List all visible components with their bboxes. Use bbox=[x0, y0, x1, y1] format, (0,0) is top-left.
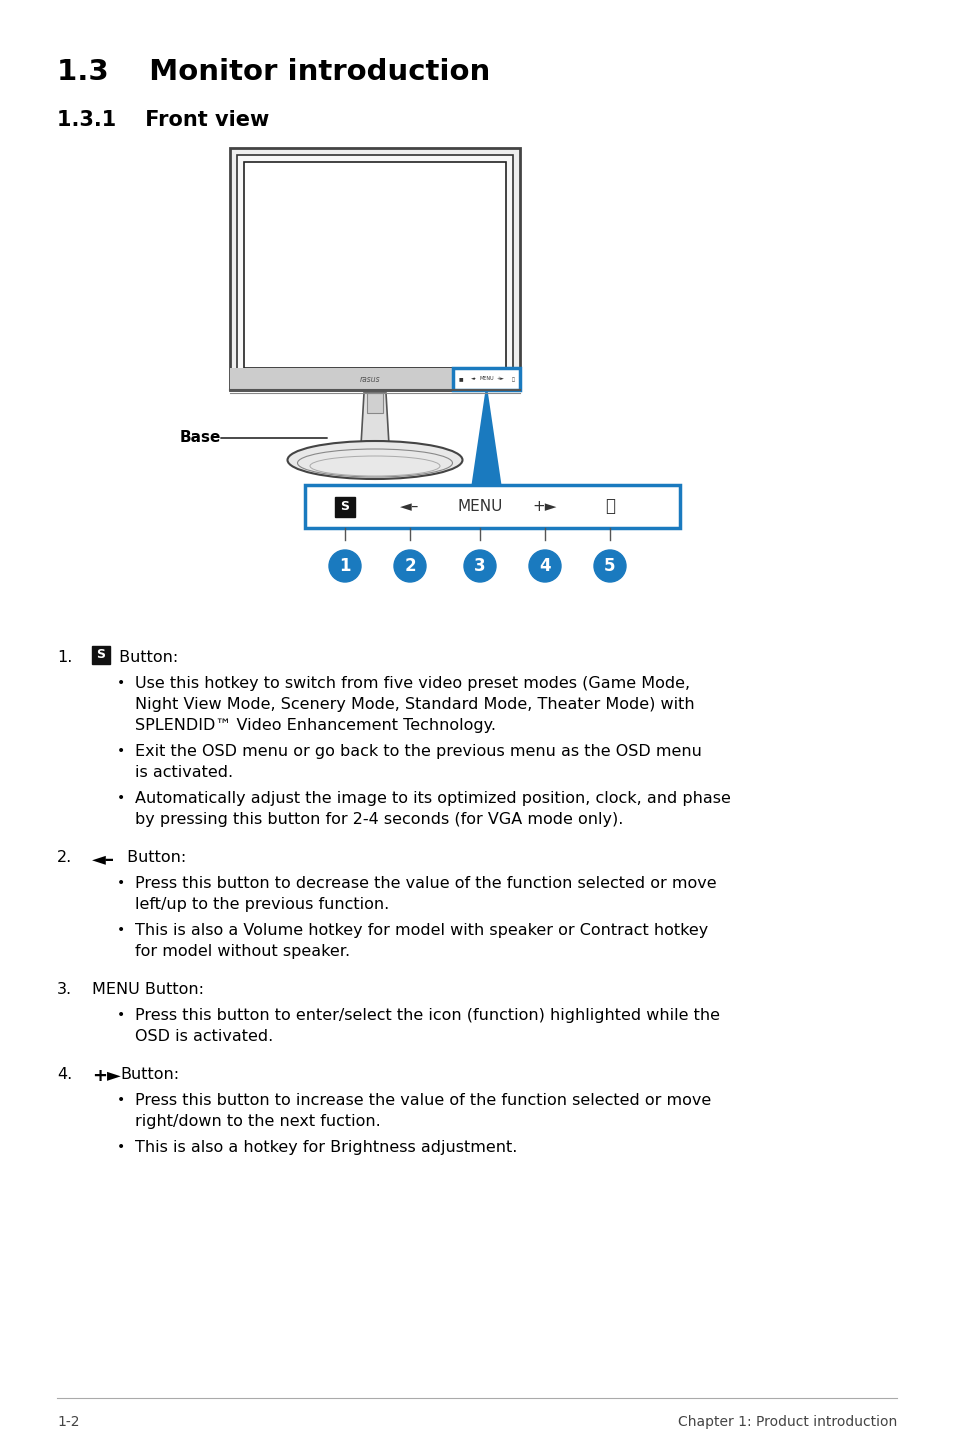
Text: rasus: rasus bbox=[359, 374, 380, 384]
Text: Automatically adjust the image to its optimized position, clock, and phase: Automatically adjust the image to its op… bbox=[135, 791, 730, 807]
Text: +►: +► bbox=[532, 499, 557, 513]
Text: 1: 1 bbox=[339, 557, 351, 575]
Text: 4: 4 bbox=[538, 557, 550, 575]
Text: Press this button to decrease the value of the function selected or move: Press this button to decrease the value … bbox=[135, 876, 716, 892]
Bar bbox=[230, 148, 519, 390]
Text: Press this button to increase the value of the function selected or move: Press this button to increase the value … bbox=[135, 1093, 711, 1109]
Bar bbox=[453, 368, 519, 390]
Circle shape bbox=[529, 549, 560, 582]
Polygon shape bbox=[471, 390, 501, 485]
Text: ◄–: ◄– bbox=[471, 377, 476, 381]
Circle shape bbox=[329, 549, 360, 582]
Text: is activated.: is activated. bbox=[135, 765, 233, 779]
Text: This is also a Volume hotkey for model with speaker or Contract hotkey: This is also a Volume hotkey for model w… bbox=[135, 923, 707, 938]
Circle shape bbox=[594, 549, 625, 582]
Text: •: • bbox=[117, 1140, 125, 1155]
Text: S: S bbox=[96, 649, 106, 661]
Text: 1.: 1. bbox=[57, 650, 72, 664]
Text: •: • bbox=[117, 743, 125, 758]
Text: Press this button to enter/select the icon (function) highlighted while the: Press this button to enter/select the ic… bbox=[135, 1008, 720, 1022]
Ellipse shape bbox=[287, 441, 462, 479]
Text: Button:: Button: bbox=[122, 850, 186, 866]
Bar bbox=[236, 155, 513, 383]
Text: ◄–: ◄– bbox=[400, 499, 419, 513]
Text: ⏻: ⏻ bbox=[511, 377, 514, 381]
Text: ⏻: ⏻ bbox=[604, 498, 615, 515]
Bar bbox=[335, 496, 355, 516]
Text: 2: 2 bbox=[404, 557, 416, 575]
Text: 4.: 4. bbox=[57, 1067, 72, 1081]
Text: Base: Base bbox=[180, 430, 221, 446]
Text: •: • bbox=[117, 876, 125, 890]
Bar bbox=[305, 485, 679, 528]
Text: •: • bbox=[117, 923, 125, 938]
Text: ◄–: ◄– bbox=[91, 850, 115, 869]
Text: SPLENDID™ Video Enhancement Technology.: SPLENDID™ Video Enhancement Technology. bbox=[135, 718, 496, 733]
Text: Night View Mode, Scenery Mode, Standard Mode, Theater Mode) with: Night View Mode, Scenery Mode, Standard … bbox=[135, 697, 694, 712]
Text: MENU: MENU bbox=[479, 377, 494, 381]
Text: •: • bbox=[117, 1008, 125, 1022]
Text: right/down to the next fuction.: right/down to the next fuction. bbox=[135, 1114, 380, 1129]
Text: by pressing this button for 2-4 seconds (for VGA mode only).: by pressing this button for 2-4 seconds … bbox=[135, 812, 622, 827]
Text: ■: ■ bbox=[458, 377, 463, 381]
Text: Use this hotkey to switch from five video preset modes (Game Mode,: Use this hotkey to switch from five vide… bbox=[135, 676, 689, 692]
Text: Chapter 1: Product introduction: Chapter 1: Product introduction bbox=[677, 1415, 896, 1429]
Text: left/up to the previous function.: left/up to the previous function. bbox=[135, 897, 389, 912]
Bar bbox=[367, 393, 382, 413]
Text: 3: 3 bbox=[474, 557, 485, 575]
Text: +►: +► bbox=[91, 1067, 121, 1086]
Bar bbox=[91, 646, 110, 664]
Text: 5: 5 bbox=[603, 557, 615, 575]
Text: This is also a hotkey for Brightness adjustment.: This is also a hotkey for Brightness adj… bbox=[135, 1140, 517, 1155]
Text: 1.3    Monitor introduction: 1.3 Monitor introduction bbox=[57, 58, 490, 86]
Text: •: • bbox=[117, 1093, 125, 1107]
Text: 1-2: 1-2 bbox=[57, 1415, 79, 1429]
Text: Button:: Button: bbox=[113, 650, 178, 664]
Text: MENU: MENU bbox=[456, 499, 502, 513]
Bar bbox=[244, 162, 505, 368]
Text: 1.3.1    Front view: 1.3.1 Front view bbox=[57, 109, 269, 129]
Text: Button:: Button: bbox=[120, 1067, 179, 1081]
Text: •: • bbox=[117, 676, 125, 690]
Text: 2.: 2. bbox=[57, 850, 72, 866]
Polygon shape bbox=[360, 393, 389, 444]
Text: +►: +► bbox=[496, 377, 503, 381]
Bar bbox=[230, 368, 519, 390]
Text: MENU Button:: MENU Button: bbox=[91, 982, 204, 997]
Circle shape bbox=[394, 549, 426, 582]
Text: OSD is activated.: OSD is activated. bbox=[135, 1030, 273, 1044]
Text: S: S bbox=[340, 500, 349, 513]
Text: 3.: 3. bbox=[57, 982, 72, 997]
Text: •: • bbox=[117, 791, 125, 805]
Circle shape bbox=[463, 549, 496, 582]
Text: Exit the OSD menu or go back to the previous menu as the OSD menu: Exit the OSD menu or go back to the prev… bbox=[135, 743, 701, 759]
Text: for model without speaker.: for model without speaker. bbox=[135, 943, 350, 959]
